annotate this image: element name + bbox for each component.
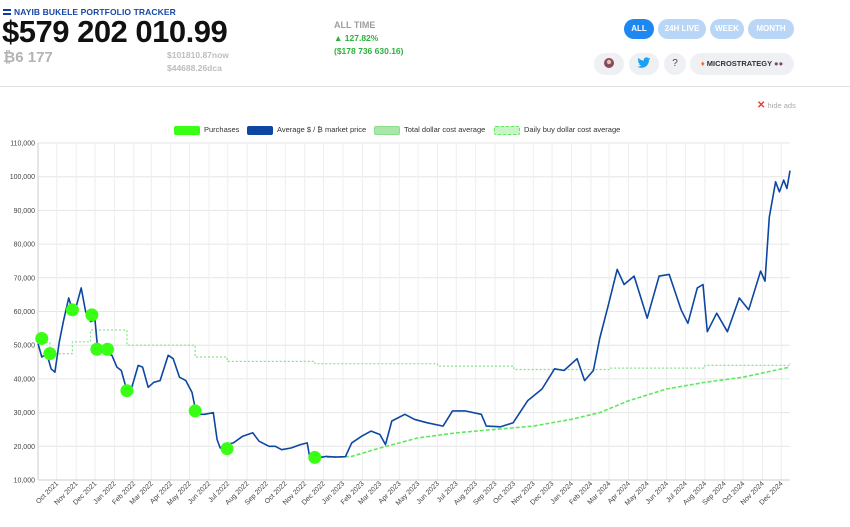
- hide-ads-link[interactable]: ✕ hide ads: [757, 100, 796, 111]
- legend-purchases[interactable]: Purchases: [174, 125, 239, 137]
- y-tick-label: 80,000: [14, 242, 36, 249]
- y-tick-label: 110,000: [10, 141, 35, 148]
- timeframe-all-button[interactable]: ALL: [624, 19, 654, 39]
- help-label: ?: [672, 58, 678, 69]
- timeframe-24h-button[interactable]: 24H LIVE: [658, 19, 706, 39]
- btc-price-chart: 10,000 20,000 30,000 40,000 50,000 60,000 70,0…: [10, 141, 791, 507]
- purchase-point: [43, 347, 57, 361]
- y-tick-label: 10,000: [14, 478, 36, 485]
- purchase-point: [188, 404, 202, 418]
- legend-swatch-market-price: [247, 125, 273, 135]
- microstrategy-label: MICROSTRATEGY: [706, 59, 772, 68]
- legend-label-total-dca: Total dollar cost average: [404, 125, 486, 134]
- current-price: $101810.87now: [167, 50, 229, 60]
- y-tick-label: 70,000: [14, 275, 36, 282]
- y-tick-label: 90,000: [14, 208, 36, 215]
- legend-daily-dca[interactable]: Daily buy dollar cost average: [494, 125, 620, 137]
- help-button[interactable]: ?: [664, 53, 686, 75]
- header-divider: [0, 86, 850, 87]
- legend-swatch-daily-dca: [494, 125, 520, 135]
- hide-ads-label: hide ads: [767, 101, 796, 110]
- purchase-point: [101, 342, 115, 356]
- avatar-icon: ●●: [774, 59, 784, 68]
- daily-dca-line: [314, 366, 791, 458]
- y-tick-label: 100,000: [10, 174, 35, 181]
- legend-swatch-purchases: [174, 125, 200, 135]
- market-price-line: [37, 170, 791, 459]
- btc-holdings: ₿6 177: [3, 49, 53, 66]
- all-time-percent: ▲ 127.82%: [334, 33, 379, 43]
- y-tick-label: 60,000: [14, 309, 36, 316]
- purchase-point: [65, 303, 79, 317]
- timeframe-week-button[interactable]: WEEK: [710, 19, 744, 39]
- timeframe-month-button[interactable]: MONTH: [748, 19, 794, 39]
- total-dca-line: [41, 329, 791, 371]
- purchase-point: [90, 342, 104, 356]
- legend-swatch-total-dca: [374, 125, 400, 135]
- purchase-point: [220, 442, 234, 456]
- y-tick-label: 20,000: [14, 444, 36, 451]
- portrait-icon: [604, 58, 614, 69]
- close-icon: ✕: [757, 100, 766, 111]
- y-tick-label: 50,000: [14, 343, 36, 350]
- portrait-button[interactable]: [594, 53, 624, 75]
- portfolio-value: $579 202 010.99: [2, 14, 228, 49]
- all-time-usd: ($178 736 630.16): [334, 46, 404, 56]
- y-tick-label: 40,000: [14, 376, 36, 383]
- tracker-title: NAYIB BUKELE PORTFOLIO TRACKER: [14, 7, 176, 17]
- flame-icon: ♦: [700, 59, 705, 68]
- purchase-point: [85, 308, 99, 322]
- el-salvador-flag-icon: [3, 9, 11, 15]
- legend-label-daily-dca: Daily buy dollar cost average: [524, 125, 621, 134]
- legend-label-purchases: Purchases: [204, 125, 240, 134]
- twitter-button[interactable]: [629, 53, 659, 75]
- purchase-point: [35, 331, 49, 345]
- all-time-label: ALL TIME: [334, 20, 376, 30]
- microstrategy-button[interactable]: ♦ MICROSTRATEGY ●●: [690, 53, 794, 75]
- purchase-point: [308, 450, 322, 464]
- dca-price: $44688.26dca: [167, 63, 222, 73]
- twitter-icon: [637, 57, 651, 69]
- legend-market-price[interactable]: Average $ / ₿ market price: [247, 125, 366, 137]
- y-tick-label: 30,000: [14, 410, 36, 417]
- legend-total-dca[interactable]: Total dollar cost average: [374, 125, 485, 137]
- purchase-point: [120, 384, 134, 398]
- legend-label-market-price: Average $ / ₿ market price: [277, 125, 367, 134]
